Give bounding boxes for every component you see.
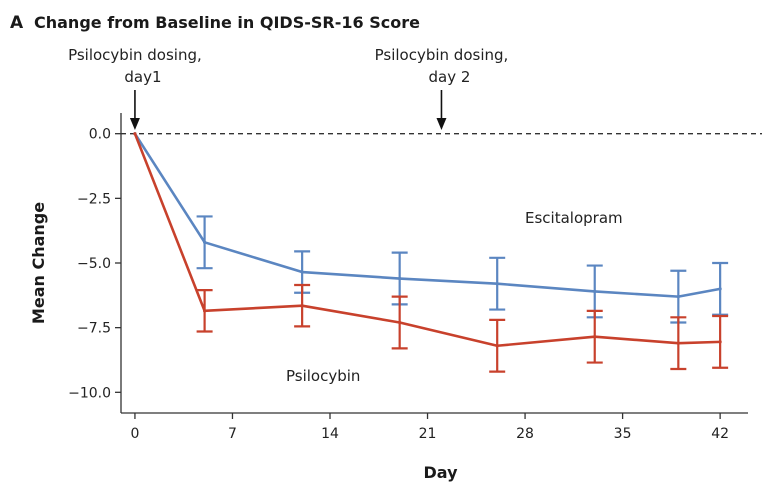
annotations: Psilocybin dosing, day1 Psilocybin dosing,…: [68, 46, 508, 130]
x-tick-label: 28: [516, 426, 534, 442]
data-point: [203, 309, 207, 313]
series-label-escitalopram: Escitalopram: [525, 209, 623, 227]
annotation-arrow-head: [129, 118, 140, 130]
data-point: [300, 270, 304, 274]
data-point: [398, 320, 402, 325]
y-tick-label: −2.5: [77, 191, 111, 207]
y-tick-label: −7.5: [77, 321, 111, 337]
x-tick-label: 21: [419, 426, 437, 442]
annotation-arrow-head: [436, 118, 447, 130]
annotation-line: Psilocybin dosing,: [375, 46, 509, 64]
panel-label: A: [10, 13, 24, 33]
annotation-line: day 2: [429, 68, 471, 86]
data-point: [300, 304, 304, 308]
data-point: [718, 340, 722, 344]
data-point: [203, 240, 207, 244]
x-tick-label: 42: [711, 426, 729, 442]
chart-title: Change from Baseline in QIDS-SR-16 Score: [34, 13, 420, 32]
annotation-line: Psilocybin dosing,: [68, 46, 202, 64]
data-point: [718, 287, 722, 291]
annotation-line: day1: [124, 68, 161, 86]
data-point: [593, 335, 597, 339]
data-point: [593, 289, 597, 294]
data-point: [676, 295, 680, 299]
data-point: [398, 276, 402, 281]
data-point: [133, 132, 137, 136]
x-tick-label: 35: [614, 426, 632, 442]
plot-area: Escitalopram Psilocybin: [121, 132, 762, 385]
axes: 0.0 −2.5 −5.0 −7.5 −10.0 0 7 14 21 28 35 42: [68, 113, 748, 442]
data-point: [676, 341, 680, 345]
data-point: [495, 344, 499, 348]
y-axis-label: Mean Change: [29, 202, 48, 324]
x-axis-label: Day: [423, 463, 458, 482]
data-point: [495, 282, 499, 286]
y-tick-label: 0.0: [89, 127, 111, 143]
series-line-psilocybin: [133, 133, 721, 348]
x-tick-label: 14: [321, 426, 339, 442]
y-tick-label: −5.0: [77, 256, 111, 272]
x-tick-label: 7: [228, 426, 237, 442]
series-label-psilocybin: Psilocybin: [286, 367, 360, 385]
series-line-escitalopram: [133, 132, 721, 298]
x-tick-label: 0: [130, 426, 139, 442]
y-tick-label: −10.0: [68, 385, 111, 401]
